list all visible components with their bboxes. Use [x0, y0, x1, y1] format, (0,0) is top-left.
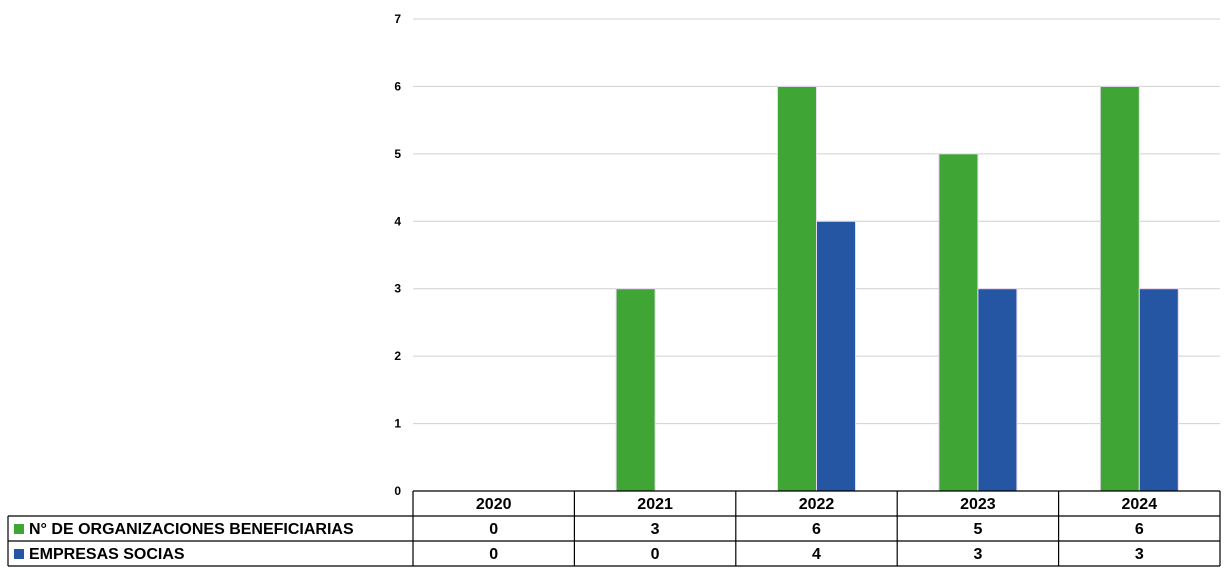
y-tick-label: 3 [394, 282, 401, 296]
table-value: 0 [489, 546, 498, 563]
table-value: 6 [812, 521, 821, 538]
table-value: 3 [1135, 546, 1144, 563]
category-label: 2023 [960, 496, 996, 513]
bar-organizaciones-2021 [615, 288, 656, 492]
y-tick-label: 5 [394, 147, 401, 161]
y-tick-label: 2 [394, 349, 401, 363]
table-value: 0 [651, 546, 660, 563]
bar-organizaciones-2023 [938, 153, 979, 492]
table-value: 6 [1135, 521, 1144, 538]
table-value: 0 [489, 521, 498, 538]
category-label: 2022 [799, 496, 835, 513]
table-value: 3 [973, 546, 982, 563]
y-tick-label: 1 [394, 417, 401, 431]
legend-swatch-empresas [14, 549, 24, 559]
legend-label: EMPRESAS SOCIAS [29, 546, 185, 563]
bar-empresas-2023 [977, 288, 1018, 492]
y-tick-label: 4 [394, 214, 401, 228]
category-label: 2024 [1122, 496, 1158, 513]
category-label: 2021 [637, 496, 673, 513]
table-value: 3 [651, 521, 660, 538]
legend-label: N° DE ORGANIZACIONES BENEFICIARIAS [29, 521, 354, 538]
bar-empresas-2022 [816, 220, 856, 492]
table-value: 5 [973, 521, 982, 538]
bar-empresas-2024 [1138, 288, 1179, 492]
legend-swatch-organizaciones [14, 524, 24, 534]
table-value: 4 [812, 546, 821, 563]
y-tick-label: 0 [394, 484, 401, 498]
bar-organizaciones-2024 [1099, 85, 1140, 492]
y-tick-label: 7 [394, 12, 401, 26]
category-label: 2020 [476, 496, 512, 513]
y-tick-label: 6 [394, 79, 401, 93]
bar-organizaciones-2022 [777, 85, 817, 492]
